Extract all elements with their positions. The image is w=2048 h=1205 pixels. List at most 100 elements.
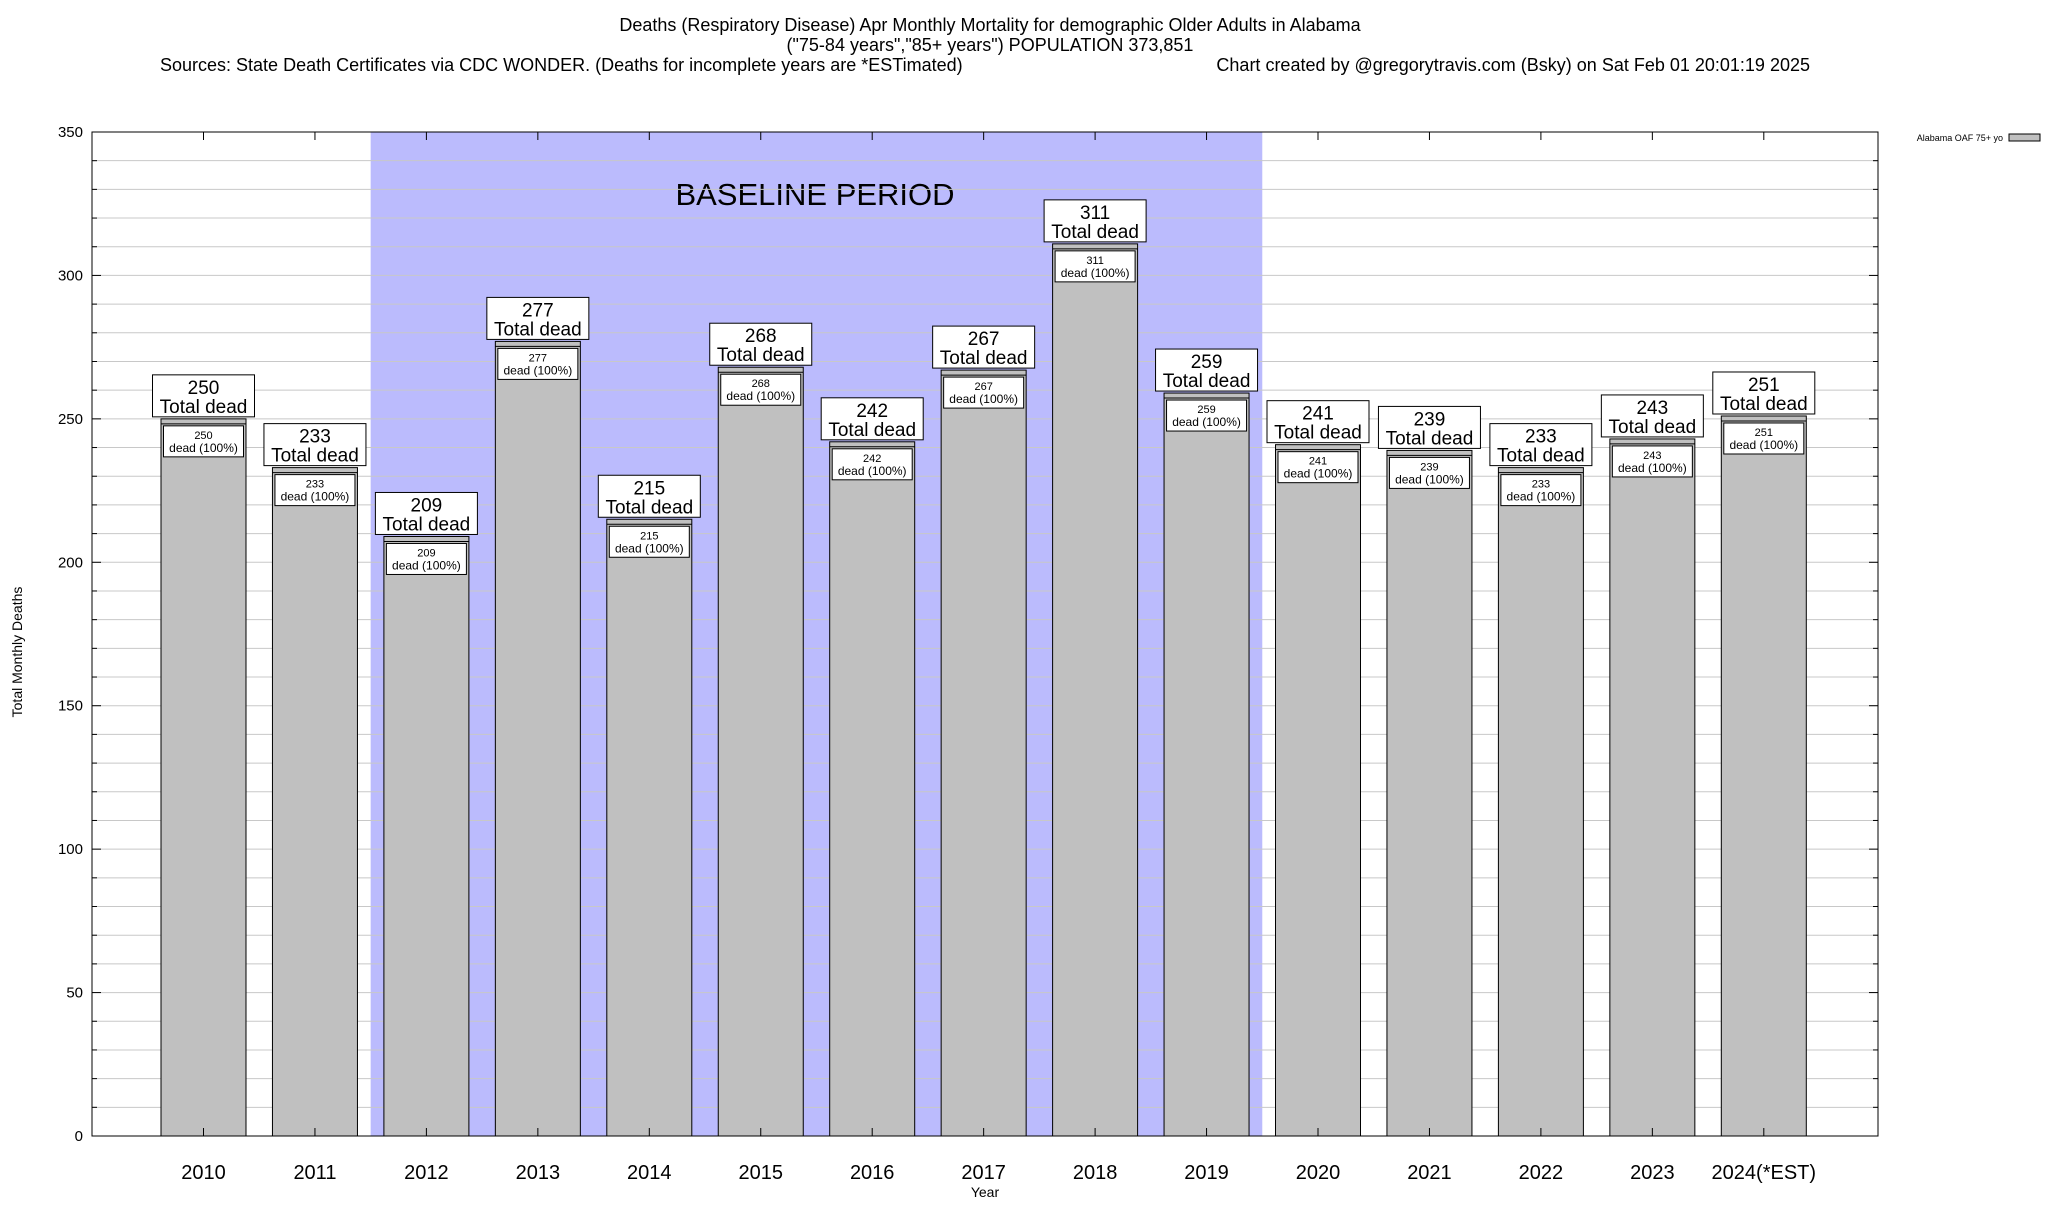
inner-label-box: [1611, 445, 1693, 478]
y-tick-label: 150: [58, 698, 83, 715]
y-tick-label: 250: [58, 411, 83, 428]
total-label-box: [263, 423, 367, 467]
total-value-label: 311: [1080, 203, 1110, 224]
inner-percent-label: dead (100%): [1618, 461, 1687, 475]
total-value-label: 259: [1191, 352, 1223, 373]
inner-percent-label: dead (100%): [949, 392, 1018, 406]
total-label-box: [486, 296, 590, 340]
inner-percent-label: dead (100%): [838, 464, 907, 478]
inner-value-label: 277: [529, 352, 547, 364]
inner-label-box: [831, 448, 913, 481]
inner-label-box: [1166, 399, 1248, 432]
total-label-box: [1489, 423, 1593, 467]
inner-value-label: 241: [1309, 456, 1327, 468]
bar: [1275, 444, 1361, 1137]
inner-value-label: 268: [752, 378, 770, 390]
inner-label-box: [1054, 250, 1136, 283]
total-label-box: [1377, 405, 1481, 449]
inner-label-box: [1388, 456, 1470, 489]
y-tick-label: 350: [58, 124, 83, 141]
chart-credit: Chart created by @gregorytravis.com (Bsk…: [1216, 55, 1810, 75]
inner-label-box: [1723, 422, 1805, 455]
x-tick-label: 2020: [1296, 1162, 1341, 1184]
bar: [383, 535, 470, 1137]
inner-percent-label: dead (100%): [1061, 266, 1130, 280]
total-label-box: [1600, 394, 1704, 438]
inner-value-label: 311: [1086, 255, 1104, 267]
x-tick-label: 2011: [293, 1162, 336, 1184]
bar: [271, 467, 358, 1137]
total-dead-label: Total dead: [1497, 446, 1585, 467]
total-dead-label: Total dead: [1609, 417, 1697, 438]
total-dead-label: Total dead: [717, 345, 805, 366]
total-dead-label: Total dead: [1720, 394, 1808, 415]
inner-value-label: 233: [1532, 479, 1550, 491]
inner-percent-label: dead (100%): [169, 441, 238, 455]
bar: [1386, 449, 1473, 1137]
inner-percent-label: dead (100%): [1172, 415, 1241, 429]
x-tick-label: 2015: [739, 1162, 784, 1184]
total-label-box: [597, 474, 701, 518]
total-value-label: 233: [1525, 427, 1557, 448]
x-tick-label: 2013: [516, 1162, 561, 1184]
total-value-label: 267: [968, 329, 1000, 350]
bar: [940, 369, 1027, 1137]
total-label-box: [709, 322, 813, 366]
x-tick-label: 2023: [1630, 1162, 1675, 1184]
inner-percent-label: dead (100%): [392, 558, 461, 572]
y-tick-label: 300: [58, 267, 83, 284]
total-label-box: [374, 491, 478, 535]
inner-value-label: 209: [417, 547, 435, 559]
x-tick-label: 2019: [1184, 1162, 1229, 1184]
y-tick-label: 100: [58, 841, 83, 858]
total-dead-label: Total dead: [271, 446, 359, 467]
total-label-box: [820, 397, 924, 441]
bar: [606, 518, 693, 1137]
legend-label: Alabama OAF 75+ yo: [1917, 133, 2003, 143]
total-value-label: 251: [1748, 375, 1780, 396]
x-axis-label: Year: [971, 1184, 1000, 1200]
inner-label-box: [163, 425, 244, 458]
total-label-box: [932, 325, 1036, 369]
inner-label-box: [497, 347, 579, 380]
total-dead-label: Total dead: [494, 319, 582, 340]
inner-percent-label: dead (100%): [1395, 472, 1464, 486]
total-value-label: 242: [856, 401, 888, 422]
y-tick-label: 50: [66, 985, 83, 1002]
inner-percent-label: dead (100%): [1729, 438, 1798, 452]
baseline-label: BASELINE PERIOD: [675, 177, 954, 212]
total-label-box: [1266, 400, 1370, 444]
total-value-label: 215: [633, 478, 665, 499]
x-tick-label: 2022: [1519, 1162, 1564, 1184]
total-dead-label: Total dead: [1163, 371, 1251, 392]
inner-percent-label: dead (100%): [281, 490, 350, 504]
total-dead-label: Total dead: [1386, 428, 1474, 449]
inner-label-box: [1500, 474, 1582, 507]
chart-subtitle: ("75-84 years","85+ years") POPULATION 3…: [787, 35, 1194, 55]
inner-percent-label: dead (100%): [615, 541, 684, 555]
chart-title: Deaths (Respiratory Disease) Apr Monthly…: [619, 15, 1361, 35]
y-axis-label: Total Monthly Deaths: [9, 587, 25, 718]
total-value-label: 241: [1302, 404, 1334, 425]
bar: [1497, 467, 1584, 1137]
total-label-box: [1155, 348, 1259, 392]
x-tick-label: 2024(*EST): [1712, 1162, 1817, 1184]
x-tick-label: 2017: [961, 1162, 1006, 1184]
inner-label-box: [274, 474, 356, 507]
inner-value-label: 251: [1755, 427, 1773, 439]
x-tick-label: 2010: [181, 1162, 226, 1184]
inner-value-label: 239: [1420, 461, 1438, 473]
inner-value-label: 250: [194, 430, 212, 442]
legend: Alabama OAF 75+ yo: [1917, 133, 2041, 143]
y-tick-label: 0: [75, 1128, 83, 1145]
total-value-label: 233: [299, 427, 331, 448]
inner-percent-label: dead (100%): [726, 389, 795, 403]
